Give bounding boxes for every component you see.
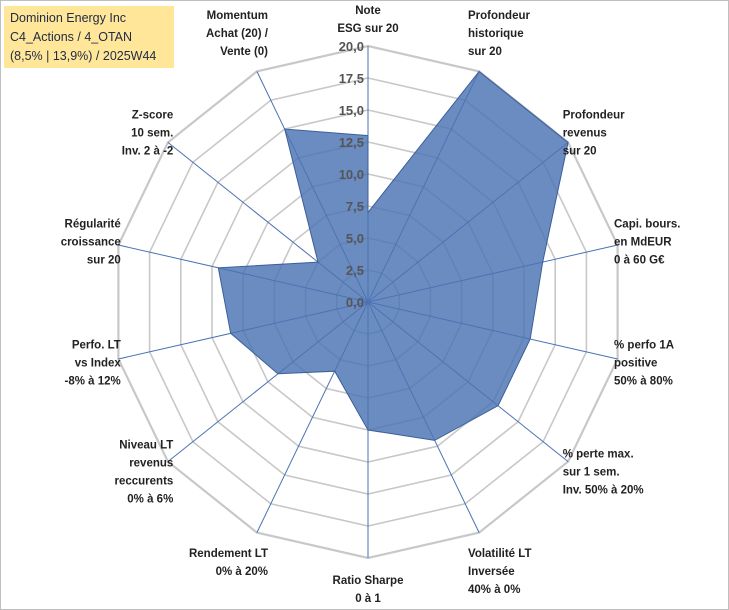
axis-label: Régularité croissance sur 20 [61,219,121,267]
axis-label: Perfo. LT vs Index -8% à 12% [65,340,122,388]
axis-label-line: Inv. 2 à -2 [122,145,174,157]
axis-label-line: sur 20 [563,145,597,157]
axis-label-line: % perte max. [563,449,634,461]
tick-label: 12,5 [339,135,364,150]
axis-label-line: Capi. bours. [614,219,680,231]
axis-label-line: 0% à 6% [127,494,173,506]
axis-label: Profondeur historique sur 20 [468,10,530,58]
axis-label-line: 0 à 60 G€ [614,255,665,267]
axis-label-line: 50% à 80% [614,376,673,388]
tick-label: 7,5 [346,199,364,214]
axis-label-line: Régularité [65,219,121,231]
axis-label: Note ESG sur 20 [337,5,398,35]
axis-label-line: -8% à 12% [65,376,121,388]
series-area-layer [217,70,569,441]
tick-label: 10,0 [339,167,364,182]
axis-label-line: revenus [129,458,173,470]
axis-label-line: Achat (20) / [206,28,269,40]
axis-label: % perte max. sur 1 sem. Inv. 50% à 20% [563,449,644,497]
axis-label-line: ESG sur 20 [337,23,398,35]
axis-label: Niveau LT revenus reccurents 0% à 6% [114,440,173,506]
axis-label-line: Ratio Sharpe [333,575,404,587]
tick-label: 2,5 [346,263,364,278]
axis-label-line: Profondeur [563,109,625,121]
axis-label-line: Perfo. LT [72,340,121,352]
tick-label: 17,5 [339,71,364,86]
axis-label: % perfo 1A positive 50% à 80% [614,340,674,388]
axis-label-line: sur 1 sem. [563,467,620,479]
axis-label-line: % perfo 1A [614,340,674,352]
axis-label-line: croissance [61,237,121,249]
axis-label-line: Rendement LT [189,548,268,560]
axis-label: Momentum Achat (20) / Vente (0) [206,10,269,58]
axis-label-line: Momentum [207,10,268,22]
tick-label: 20,0 [339,39,364,54]
axis-label-line: Vente (0) [220,46,268,58]
axis-label: Profondeur revenus sur 20 [563,109,625,157]
axis-label-line: revenus [563,127,607,139]
axis-label-line: historique [468,28,524,40]
axis-label-line: Inversée [468,566,515,578]
axis-label-line: Niveau LT [119,440,173,452]
tick-label: 5,0 [346,231,364,246]
axis-label: Capi. bours. en MdEUR 0 à 60 G€ [614,219,680,267]
axis-label-line: vs Index [75,358,122,370]
axis-label: Ratio Sharpe 0 à 1 [333,575,404,605]
title-category: C4_Actions / 4_OTAN [10,30,133,44]
title-company: Dominion Energy Inc [10,11,127,25]
axis-label-line: Profondeur [468,10,530,22]
axis-label-line: 10 sem. [131,127,173,139]
axis-label-layer: Note ESG sur 20 Profondeur historique sur 20… [61,5,681,605]
axis-label-line: 40% à 0% [468,584,520,596]
axis-label: Volatilité LT Inversée 40% à 0% [468,548,531,596]
axis-label-line: sur 20 [468,46,502,58]
tick-label-layer: 0,0 2,5 5,0 7,5 10,0 12,5 15,0 17,5 20,0 [339,39,364,310]
axis-label-line: positive [614,358,657,370]
axis-label-line: 0 à 1 [355,593,381,605]
axis-label-line: Inv. 50% à 20% [563,485,644,497]
series-area [217,70,569,441]
title-period: (8,5% | 13,9%) / 2025W44 [10,49,157,63]
chart-title-box: Dominion Energy Inc C4_Actions / 4_OTAN … [4,6,174,68]
axis-label-line: 0% à 20% [216,566,268,578]
axis-label: Rendement LT 0% à 20% [189,548,268,578]
axis-label-line: sur 20 [87,255,121,267]
axis-label-line: reccurents [114,476,173,488]
axis-label-line: en MdEUR [614,237,672,249]
axis-label: Z-score 10 sem. Inv. 2 à -2 [122,109,174,157]
axis-label-line: Volatilité LT [468,548,531,560]
axis-label-line: Z-score [132,109,174,121]
tick-label: 0,0 [346,295,364,310]
axis-label-line: Note [355,5,381,17]
tick-label: 15,0 [339,103,364,118]
